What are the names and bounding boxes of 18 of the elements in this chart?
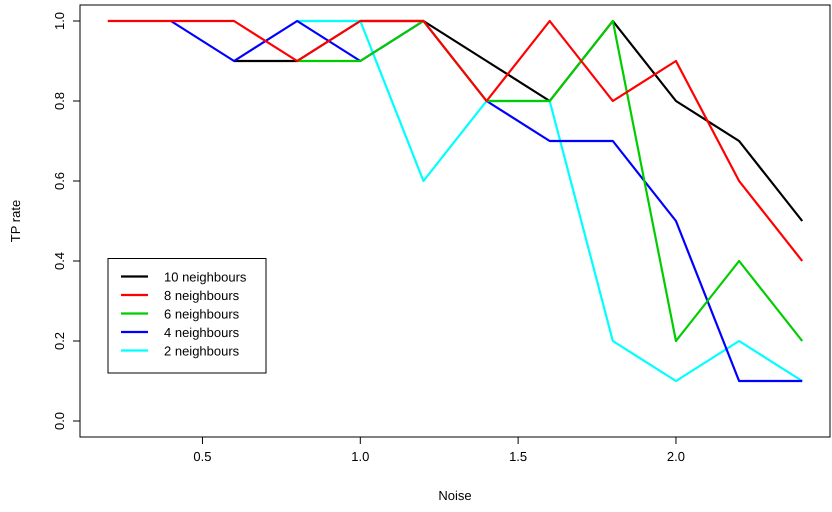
y-tick-label: 0.2 [52, 332, 67, 350]
x-axis-title: Noise [438, 488, 472, 503]
y-tick-label: 1.0 [52, 12, 67, 30]
y-tick-label: 0.4 [52, 252, 67, 270]
x-tick-label: 0.5 [193, 449, 212, 464]
x-tick-label: 1.0 [351, 449, 370, 464]
line-series [106, 20, 804, 262]
x-tick-label: 1.5 [509, 449, 528, 464]
y-tick-label: 0.0 [52, 412, 67, 430]
x-tick-label: 2.0 [666, 449, 685, 464]
legend-label: 4 neighbours [164, 325, 240, 340]
legend-label: 10 neighbours [164, 270, 247, 284]
y-tick-label: 0.8 [52, 92, 67, 110]
y-axis-title: TP rate [8, 200, 23, 242]
legend-label: 2 neighbours [164, 344, 240, 358]
y-tick-label: 0.6 [52, 172, 67, 190]
legend-label: 6 neighbours [164, 306, 240, 322]
legend-label: 8 neighbours [164, 288, 240, 303]
